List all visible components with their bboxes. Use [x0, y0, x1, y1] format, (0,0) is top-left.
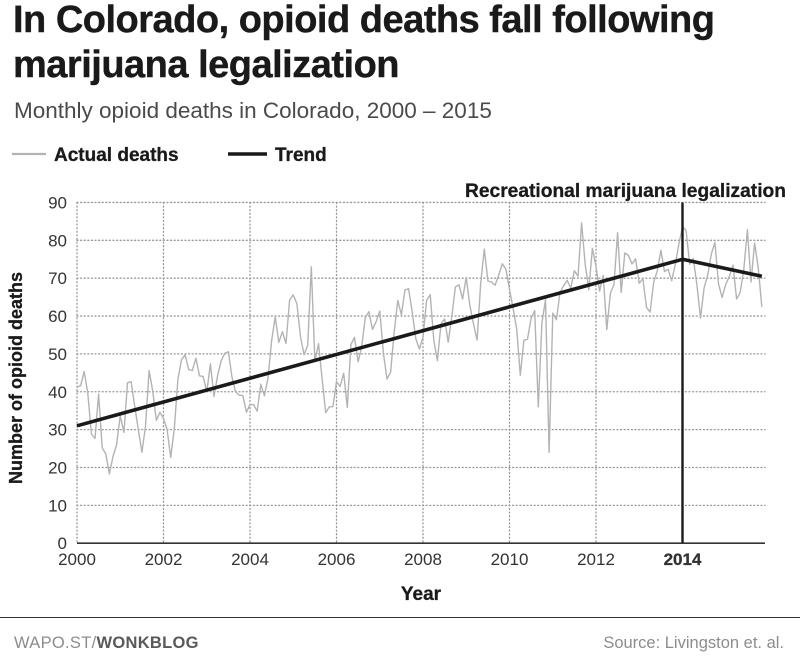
- svg-text:Actual deaths: Actual deaths: [54, 145, 179, 166]
- svg-text:Trend: Trend: [275, 145, 327, 166]
- svg-text:2010: 2010: [491, 550, 529, 569]
- svg-text:90: 90: [48, 194, 67, 213]
- svg-text:30: 30: [48, 421, 67, 440]
- svg-text:80: 80: [48, 231, 67, 250]
- svg-text:70: 70: [48, 269, 67, 288]
- svg-text:Year: Year: [401, 584, 442, 605]
- svg-text:50: 50: [48, 345, 67, 364]
- svg-text:Recreational marijuana legaliz: Recreational marijuana legalization: [465, 181, 786, 202]
- svg-text:2012: 2012: [577, 550, 615, 569]
- svg-text:40: 40: [48, 383, 67, 402]
- svg-text:Number of opioid deaths: Number of opioid deaths: [6, 272, 26, 484]
- svg-text:2006: 2006: [318, 550, 356, 569]
- svg-text:60: 60: [48, 307, 67, 326]
- svg-text:2008: 2008: [404, 550, 442, 569]
- svg-text:20: 20: [48, 459, 67, 478]
- svg-text:2002: 2002: [145, 550, 183, 569]
- svg-text:2014: 2014: [664, 550, 702, 569]
- svg-text:2000: 2000: [58, 550, 96, 569]
- svg-text:2004: 2004: [231, 550, 269, 569]
- svg-text:10: 10: [48, 496, 67, 515]
